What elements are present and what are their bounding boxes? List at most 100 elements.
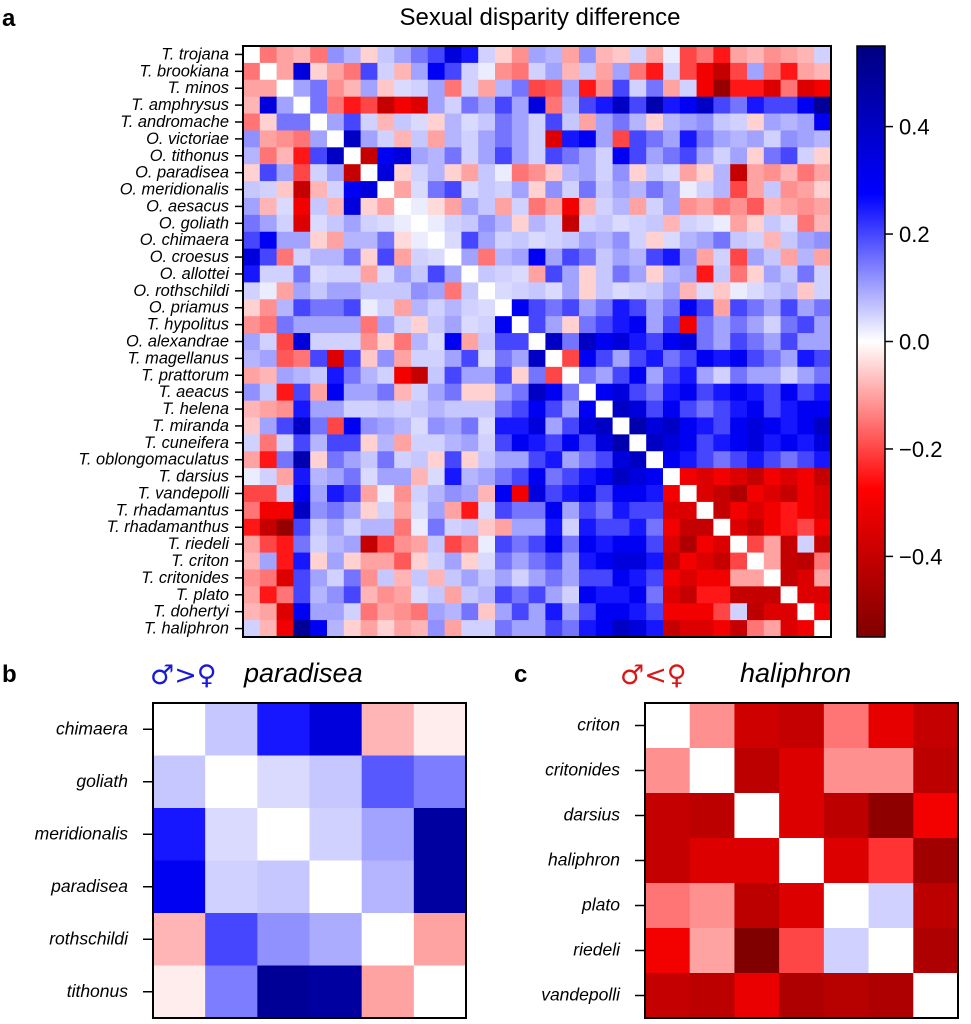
heatmap-cell	[797, 603, 815, 621]
heatmap-cell	[276, 468, 294, 486]
heatmap-cell	[730, 333, 748, 351]
heatmap-cell	[511, 181, 530, 199]
heatmap-cell	[629, 620, 647, 638]
heatmap-cell	[629, 349, 647, 368]
heatmap-cell	[913, 838, 959, 884]
heatmap-cell	[629, 603, 647, 621]
heatmap-cell	[763, 248, 782, 267]
heatmap-cell	[478, 400, 496, 419]
heatmap-cell	[327, 535, 345, 554]
heatmap-cell	[259, 46, 278, 64]
heatmap-cell	[780, 400, 798, 419]
heatmap-cell	[343, 434, 362, 452]
heatmap-cell	[780, 46, 798, 64]
heatmap-cell	[747, 400, 765, 419]
heatmap-cell	[595, 299, 614, 317]
colorbar-tick-label: 0.2	[899, 222, 930, 247]
heatmap-cell	[612, 417, 630, 435]
heatmap-cell	[780, 586, 798, 604]
heatmap-cell	[629, 299, 647, 317]
heatmap-cell	[461, 282, 479, 300]
heatmap-cell	[545, 113, 563, 132]
heatmap-cell	[528, 46, 546, 64]
heatmap-cell	[696, 417, 714, 435]
heatmap-cell	[511, 552, 530, 571]
heatmap-cell	[679, 46, 698, 64]
heatmap-cell	[377, 248, 395, 267]
heatmap-cell	[545, 552, 563, 571]
heatmap-cell	[293, 552, 311, 571]
heatmap-cell	[646, 265, 664, 283]
heatmap-cell	[243, 620, 261, 638]
heatmap-cell	[478, 265, 496, 283]
heatmap-cell	[310, 400, 328, 419]
y-tick-label: T. rhadamantus	[116, 501, 229, 519]
heatmap-cell	[310, 468, 328, 486]
heatmap-cell	[629, 366, 647, 385]
heatmap-cell	[310, 282, 328, 300]
heatmap-cell	[310, 333, 328, 351]
y-tick-label: haliphron	[548, 850, 620, 870]
heatmap-cell	[259, 518, 278, 537]
heatmap-cell	[461, 451, 479, 469]
heatmap-cell	[511, 501, 530, 520]
heatmap-cell	[495, 349, 513, 368]
heatmap-cell	[646, 181, 664, 199]
heatmap-cell	[562, 349, 580, 368]
heatmap-cell	[377, 366, 395, 385]
heatmap-cell	[444, 501, 462, 520]
heatmap-cell	[747, 248, 765, 267]
heatmap-cell	[276, 248, 294, 267]
heatmap-cell	[595, 383, 614, 402]
heatmap-cell	[696, 62, 714, 81]
y-tick-label: T. riedeli	[168, 535, 231, 553]
heatmap-cell	[562, 147, 580, 165]
heatmap-cell	[293, 349, 311, 368]
heatmap-cell	[713, 181, 731, 199]
heatmap-cell	[747, 79, 765, 98]
heatmap-cell	[495, 282, 513, 300]
heatmap-cell	[528, 485, 546, 503]
heatmap-cell	[461, 333, 479, 351]
heatmap-cell	[394, 147, 412, 165]
heatmap-cell	[444, 586, 462, 604]
heatmap-cell	[747, 620, 765, 638]
heatmap-cell	[361, 808, 415, 862]
heatmap-cell	[360, 62, 378, 81]
heatmap-cell	[663, 299, 681, 317]
heatmap-cell	[545, 265, 563, 283]
heatmap-cell	[562, 79, 580, 98]
heatmap-cell	[495, 299, 513, 317]
heatmap-cell	[562, 417, 580, 435]
heatmap-cell	[309, 860, 363, 914]
heatmap-cell	[612, 518, 630, 537]
heatmap-cell	[780, 265, 798, 283]
heatmap-cell	[713, 383, 731, 402]
heatmap-cell	[360, 366, 378, 385]
heatmap-cell	[377, 400, 395, 419]
heatmap-cell	[545, 147, 563, 165]
heatmap-cell	[495, 214, 513, 233]
heatmap-cell	[629, 96, 647, 115]
heatmap-cell	[612, 181, 630, 199]
heatmap-cell	[696, 130, 714, 148]
heatmap-cell	[394, 501, 412, 520]
heatmap-cell	[763, 164, 782, 182]
heatmap-cell	[528, 299, 546, 317]
heatmap-cell	[747, 265, 765, 283]
heatmap-cell	[444, 164, 462, 182]
heatmap-cell	[595, 79, 614, 98]
heatmap-cell	[913, 703, 959, 749]
heatmap-cell	[763, 552, 782, 571]
heatmap-cell	[696, 501, 714, 520]
heatmap-cell	[562, 62, 580, 81]
heatmap-cell	[276, 552, 294, 571]
heatmap-cell	[696, 299, 714, 317]
heatmap-cell	[779, 973, 825, 1019]
heatmap-cell	[377, 552, 395, 571]
heatmap-cell	[797, 113, 815, 132]
heatmap-cell	[478, 79, 496, 98]
heatmap-cell	[645, 793, 691, 839]
heatmap-cell	[444, 569, 462, 587]
heatmap-cell	[259, 569, 278, 587]
